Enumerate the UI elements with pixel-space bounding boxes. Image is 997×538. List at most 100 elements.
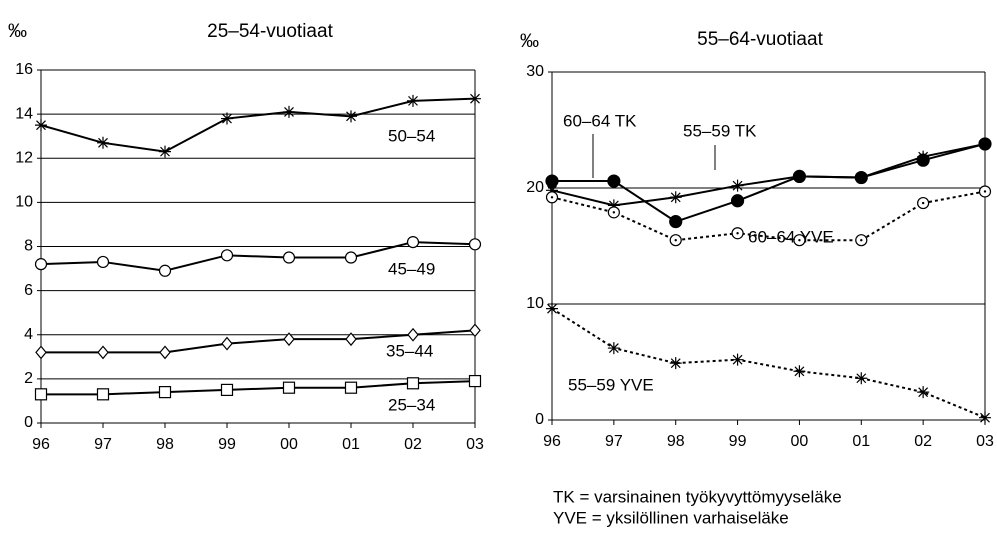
- marker-dot: [983, 190, 987, 193]
- marker: [468, 238, 482, 251]
- footnote: YVE = yksilöllinen varhaiseläke: [553, 508, 789, 527]
- x-tick-label: 98: [667, 433, 685, 450]
- marker: [469, 92, 481, 105]
- marker: [283, 105, 295, 118]
- marker: [669, 357, 682, 370]
- marker-dot: [798, 239, 801, 242]
- line: [551, 190, 986, 242]
- marker: [669, 234, 682, 247]
- marker: [35, 345, 47, 360]
- line: [551, 142, 986, 207]
- marker: [793, 170, 806, 183]
- marker: [406, 377, 420, 390]
- marker: [731, 353, 744, 366]
- marker: [669, 191, 682, 204]
- marker: [220, 383, 234, 397]
- line: [40, 241, 476, 272]
- marker: [546, 302, 558, 315]
- series-label: 35–44: [386, 341, 433, 360]
- y-axis-label: ‰: [8, 21, 27, 42]
- marker: [220, 249, 234, 262]
- marker: [607, 342, 620, 355]
- marker-dot: [612, 211, 616, 214]
- marker: [158, 386, 172, 399]
- x-tick-label: 01: [342, 436, 360, 453]
- x-tick-label: 03: [466, 436, 484, 453]
- marker: [34, 388, 48, 401]
- marker: [545, 191, 559, 204]
- marker: [607, 206, 620, 219]
- x-tick-label: 96: [543, 433, 561, 450]
- series-label: 25–34: [388, 395, 435, 414]
- marker: [344, 381, 358, 394]
- marker: [855, 372, 868, 385]
- marker: [221, 112, 233, 125]
- series-label: 50–54: [388, 126, 435, 145]
- marker: [282, 381, 296, 394]
- marker: [158, 264, 172, 277]
- marker: [344, 251, 358, 264]
- y-tick-label: 0: [24, 414, 33, 431]
- marker: [159, 345, 171, 360]
- marker-dot: [674, 239, 677, 242]
- marker: [793, 365, 806, 378]
- marker: [917, 386, 930, 399]
- marker: [159, 145, 171, 158]
- marker-dot: [550, 196, 554, 199]
- chart-title: 55–64-vuotiaat: [697, 29, 823, 50]
- marker: [96, 255, 110, 269]
- marker: [978, 185, 992, 198]
- marker: [283, 332, 295, 347]
- x-tick-label: 98: [156, 436, 174, 453]
- marker-dot: [736, 232, 739, 235]
- y-axis-label: ‰: [520, 31, 539, 52]
- marker: [607, 199, 620, 212]
- x-tick-label: 99: [218, 436, 236, 453]
- y-tick-label: 4: [24, 326, 33, 343]
- x-tick-label: 96: [32, 436, 50, 453]
- x-tick-label: 00: [280, 436, 298, 453]
- series-label: 55–59 YVE: [568, 375, 654, 394]
- marker: [793, 234, 806, 247]
- marker: [855, 234, 868, 247]
- x-tick-label: 99: [729, 433, 747, 450]
- marker: [731, 179, 744, 192]
- x-tick-label: 01: [852, 433, 870, 450]
- marker: [979, 411, 991, 424]
- y-tick-label: 16: [15, 61, 33, 78]
- marker: [345, 332, 357, 347]
- marker: [917, 196, 930, 210]
- marker: [979, 137, 991, 150]
- line: [41, 329, 476, 354]
- y-tick-label: 10: [15, 194, 33, 211]
- line: [41, 380, 476, 396]
- marker: [731, 227, 744, 240]
- x-tick-label: 00: [791, 433, 809, 450]
- marker: [468, 374, 482, 388]
- y-tick-label: 30: [526, 63, 544, 80]
- marker: [855, 171, 868, 184]
- marker: [469, 323, 481, 338]
- y-tick-label: 2: [24, 370, 33, 387]
- line: [40, 97, 476, 153]
- series-label: 60–64 YVE: [748, 227, 834, 246]
- marker: [917, 150, 930, 163]
- x-tick-label: 02: [914, 433, 932, 450]
- series-label: 60–64 TK: [563, 111, 637, 130]
- y-tick-label: 12: [15, 149, 33, 166]
- series-label: 45–49: [388, 259, 435, 278]
- y-tick-label: 14: [15, 105, 33, 122]
- footnote: TK = varsinainen työkyvyttömyyseläke: [553, 487, 842, 506]
- chart-title: 25–54-vuotiaat: [207, 21, 333, 42]
- x-tick-label: 03: [976, 433, 994, 450]
- line: [551, 307, 986, 419]
- marker: [546, 184, 558, 197]
- line: [552, 142, 986, 223]
- marker: [407, 327, 419, 342]
- marker: [282, 251, 296, 264]
- marker: [221, 336, 233, 351]
- y-tick-label: 0: [535, 411, 544, 428]
- marker: [730, 194, 745, 208]
